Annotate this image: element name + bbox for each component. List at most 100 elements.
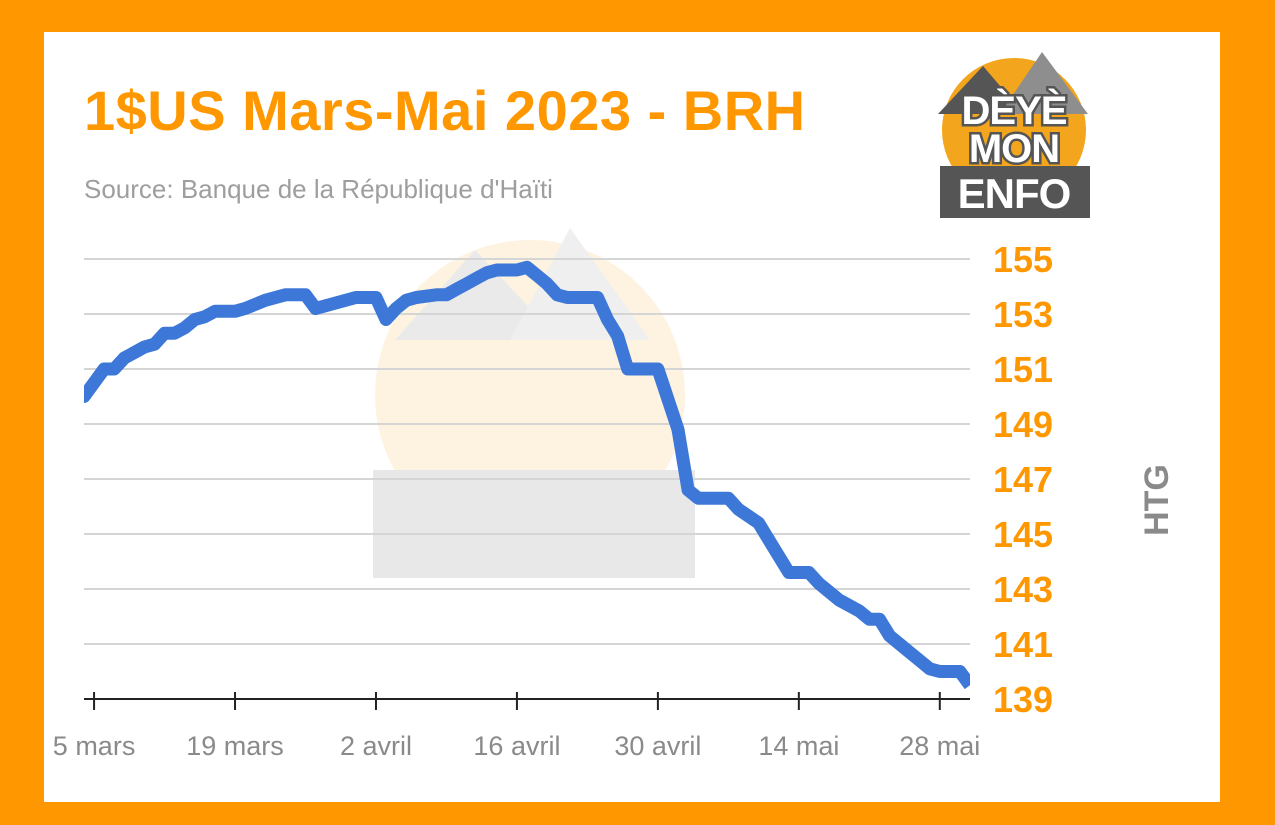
data-point — [616, 334, 620, 338]
chart-subtitle: Source: Banque de la République d'Haïti — [84, 174, 553, 204]
data-point — [404, 298, 408, 302]
data-point — [807, 571, 811, 575]
y-tick-label: 143 — [993, 569, 1053, 610]
data-point — [908, 650, 912, 654]
data-point — [817, 582, 821, 586]
logo-mountain-dark — [938, 66, 1024, 114]
data-point — [394, 307, 398, 311]
data-point — [918, 659, 922, 663]
data-point — [314, 307, 318, 311]
x-tick-label: 5 mars — [53, 731, 136, 761]
data-point — [112, 367, 116, 371]
data-point — [465, 282, 469, 286]
x-tick-label: 28 mai — [899, 731, 980, 761]
data-point — [213, 309, 217, 313]
gridlines — [84, 258, 970, 645]
y-tick-labels: 155 153 151 149 147 145 143 141 139 — [993, 239, 1053, 720]
x-axis: 5 mars 19 mars 2 avril 16 avril 30 avril 14 m… — [53, 692, 980, 761]
data-point — [203, 315, 207, 319]
x-tick-label: 19 mars — [186, 731, 284, 761]
brand-logo: DÈYÈ MON ENFO — [938, 52, 1090, 218]
data-point — [434, 293, 438, 297]
y-tick-label: 153 — [993, 294, 1053, 335]
data-point — [72, 384, 76, 388]
data-point — [777, 554, 781, 558]
data-point — [555, 293, 559, 297]
data-point — [686, 488, 690, 492]
series-line — [84, 260, 970, 690]
data-point — [374, 296, 378, 300]
data-point — [676, 428, 680, 432]
data-point — [565, 296, 569, 300]
data-point — [515, 268, 519, 272]
data-point — [233, 309, 237, 313]
logo-banner — [940, 166, 1090, 218]
data-point — [736, 507, 740, 511]
data-point — [706, 496, 710, 500]
y-axis-label: HTG — [1138, 464, 1176, 536]
data-point — [606, 318, 610, 322]
data-point — [928, 667, 932, 671]
y-tick-label: 149 — [993, 404, 1053, 445]
data-point — [153, 342, 157, 346]
y-tick-label: 147 — [993, 459, 1053, 500]
data-point — [877, 617, 881, 621]
data-point — [485, 271, 489, 275]
data-point — [968, 683, 972, 687]
data-point — [475, 276, 479, 280]
data-point — [575, 296, 579, 300]
data-point — [324, 304, 328, 308]
y-tick-label: 139 — [993, 679, 1053, 720]
logo-mountain-gray — [1000, 52, 1088, 114]
data-point — [636, 367, 640, 371]
data-point — [455, 287, 459, 291]
x-tick-label: 2 avril — [340, 731, 412, 761]
data-point — [656, 367, 660, 371]
data-point — [223, 309, 227, 313]
data-point — [837, 598, 841, 602]
data-point — [888, 634, 892, 638]
data-point — [102, 367, 106, 371]
data-point — [535, 274, 539, 278]
chart-title: 1$US Mars-Mai 2023 - BRH — [84, 79, 806, 142]
data-point — [827, 590, 831, 594]
data-point — [183, 326, 187, 330]
data-point — [354, 296, 358, 300]
data-point — [726, 496, 730, 500]
y-tick-label: 155 — [993, 239, 1053, 280]
data-point — [304, 293, 308, 297]
data-point — [545, 282, 549, 286]
data-point — [263, 298, 267, 302]
data-point — [384, 318, 388, 322]
data-point — [696, 496, 700, 500]
data-point — [193, 318, 197, 322]
data-point — [142, 345, 146, 349]
data-point — [787, 571, 791, 575]
x-tick-label: 14 mai — [758, 731, 839, 761]
data-point — [857, 609, 861, 613]
data-point — [414, 296, 418, 300]
data-point — [163, 331, 167, 335]
data-point — [867, 617, 871, 621]
data-point — [505, 268, 509, 272]
data-point — [495, 268, 499, 272]
data-point — [334, 301, 338, 305]
data-point — [243, 307, 247, 311]
y-tick-label: 141 — [993, 624, 1053, 665]
data-point — [767, 538, 771, 542]
data-point — [958, 670, 962, 674]
data-point — [173, 331, 177, 335]
data-point — [626, 367, 630, 371]
logo-text-line1: DÈYÈ — [962, 88, 1067, 133]
data-point — [757, 521, 761, 525]
data-point — [82, 395, 86, 399]
data-point — [596, 296, 600, 300]
y-tick-label: 151 — [993, 349, 1053, 390]
x-tick-label: 16 avril — [473, 731, 560, 761]
data-point — [445, 293, 449, 297]
logo-text-line3: ENFO — [958, 170, 1071, 217]
data-point — [525, 265, 529, 269]
data-point — [283, 293, 287, 297]
data-point — [122, 356, 126, 360]
